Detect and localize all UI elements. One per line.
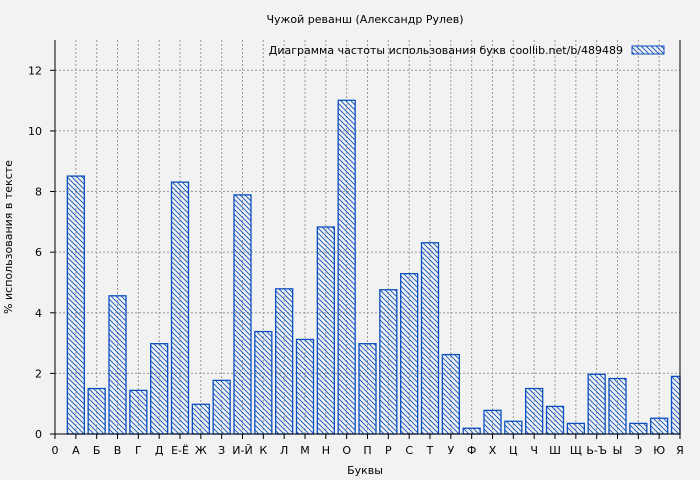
y-tick-label: 12 (28, 64, 42, 77)
bar-Ю (650, 417, 669, 435)
x-tick-label: О (342, 444, 351, 457)
x-tick-label: У (447, 444, 454, 457)
x-tick-label: П (363, 444, 371, 457)
x-tick-label: С (405, 444, 413, 457)
axes (50, 40, 681, 439)
x-tick-label: К (259, 444, 267, 457)
x-tick-label: Е-Ё (171, 444, 189, 457)
x-tick-label: Н (322, 444, 330, 457)
x-tick-label: Ы (613, 444, 623, 457)
bar-К (254, 330, 273, 435)
x-axis-label: Буквы (347, 464, 383, 477)
x-tick-label: Я (676, 444, 684, 457)
x-tick-label: 0 (52, 444, 59, 457)
y-tick-label: 0 (35, 428, 42, 441)
x-tick-label: Ш (549, 444, 561, 457)
bar-Ы (608, 377, 627, 435)
bars (66, 99, 681, 435)
chart-title: Чужой реванш (Александр Рулев) (266, 13, 463, 26)
bar-Щ (566, 422, 585, 435)
y-tick-label: 8 (35, 186, 42, 199)
bar-М (295, 338, 315, 435)
bar-Л (275, 288, 294, 435)
bar-Я (670, 375, 681, 435)
x-tick-label: Ю (653, 444, 665, 457)
y-tick-label: 4 (35, 307, 42, 320)
legend-swatch (631, 45, 665, 55)
x-tick-label: Э (634, 444, 642, 457)
x-tick-label: Щ (570, 444, 582, 457)
bar-О (337, 99, 356, 435)
bar-Ц (504, 420, 523, 435)
bar-Х (483, 409, 502, 435)
x-tick-label: Ц (509, 444, 518, 457)
x-tick-label: З (218, 444, 225, 457)
x-tick-label: Ж (195, 444, 207, 457)
bar-В (108, 295, 127, 435)
x-tick-label: Г (135, 444, 142, 457)
x-tick-label: М (300, 444, 310, 457)
x-tick-label: Л (280, 444, 288, 457)
bar-А (66, 175, 85, 435)
x-tick-label: Б (93, 444, 101, 457)
bar-Н (316, 226, 335, 435)
x-tick-label: И-Й (232, 444, 252, 457)
bar-Р (379, 289, 398, 435)
bar-Б (87, 387, 106, 435)
bar-Ф (462, 427, 481, 435)
x-tick-label: Ф (467, 444, 476, 457)
bar-Ь-Ъ (587, 373, 606, 435)
x-tick-label: А (72, 444, 80, 457)
x-tick-label: Р (385, 444, 392, 457)
bar-Д (150, 343, 169, 435)
bar-Ч (525, 387, 544, 435)
bar-З (212, 379, 231, 435)
x-tick-label: Ч (530, 444, 538, 457)
x-tick-label: Т (426, 444, 434, 457)
y-tick-label: 2 (35, 367, 42, 380)
bar-Е-Ё (170, 181, 190, 435)
legend-label: Диаграмма частоты использования букв coo… (269, 44, 623, 57)
bar-У (441, 353, 460, 435)
legend: Диаграмма частоты использования букв coo… (269, 44, 665, 57)
bar-Э (629, 422, 648, 435)
y-tick-label: 10 (28, 125, 42, 138)
bar-И-Й (233, 194, 252, 435)
x-tick-label: Х (489, 444, 497, 457)
bar-П (358, 343, 377, 435)
bar-Г (129, 389, 148, 435)
bar-Ж (191, 403, 210, 435)
bar-Т (420, 242, 440, 435)
x-tick-label: В (114, 444, 122, 457)
y-axis-label: % использования в тексте (2, 160, 15, 314)
y-tick-label: 6 (35, 246, 42, 259)
bar-С (400, 273, 419, 435)
x-tick-label: Д (155, 444, 164, 457)
bar-Ш (545, 405, 565, 435)
x-tick-label: Ь-Ъ (586, 444, 607, 457)
